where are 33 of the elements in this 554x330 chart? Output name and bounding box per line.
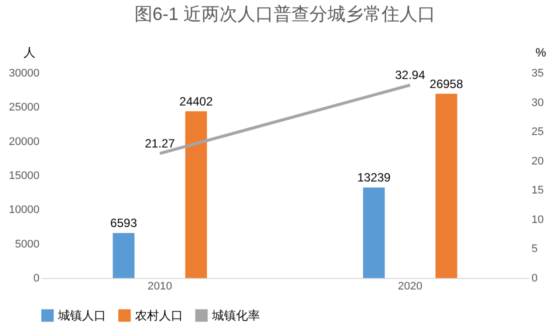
legend-label: 城镇人口 (57, 308, 106, 323)
data-label: 6593 (110, 216, 138, 230)
chart-title: 图6-1 近两次人口普查分城乡常住人口 (134, 4, 436, 24)
bar (185, 111, 207, 278)
data-label: 21.27 (144, 136, 176, 150)
bar (363, 188, 385, 278)
y-tick-label: 0 (33, 272, 40, 284)
bar (112, 232, 135, 278)
y-axis-title: 人 (24, 46, 36, 60)
y2-tick-label: 10 (532, 214, 544, 226)
y-tick-label: 25000 (8, 102, 40, 114)
y-tick-label: 20000 (8, 136, 40, 148)
y-tick-label: 5000 (15, 238, 40, 250)
x-tick-label: 2010 (148, 280, 172, 292)
y-tick-label: 30000 (8, 68, 40, 80)
y2-tick-label: 20 (532, 155, 544, 168)
y2-tick-label: 0 (532, 272, 538, 284)
y2-tick-label: 25 (532, 126, 544, 138)
y2-tick-label: 15 (532, 184, 544, 197)
legend-label: 农村人口 (135, 308, 183, 323)
data-label: 26958 (430, 76, 464, 91)
data-label: 13239 (357, 170, 391, 185)
y2-axis-title: % (536, 46, 546, 60)
y-tick-label: 10000 (8, 204, 40, 216)
y2-tick-label: 5 (532, 243, 538, 256)
y2-tick-label: 30 (532, 96, 544, 109)
y2-tick-label: 35 (532, 68, 544, 80)
bar (435, 94, 458, 278)
legend-label: 城镇化率 (211, 308, 260, 323)
data-label: 32.94 (395, 68, 426, 82)
x-tick-label: 2020 (398, 280, 422, 292)
y-tick-label: 15000 (8, 170, 40, 182)
data-label: 24402 (179, 94, 214, 108)
